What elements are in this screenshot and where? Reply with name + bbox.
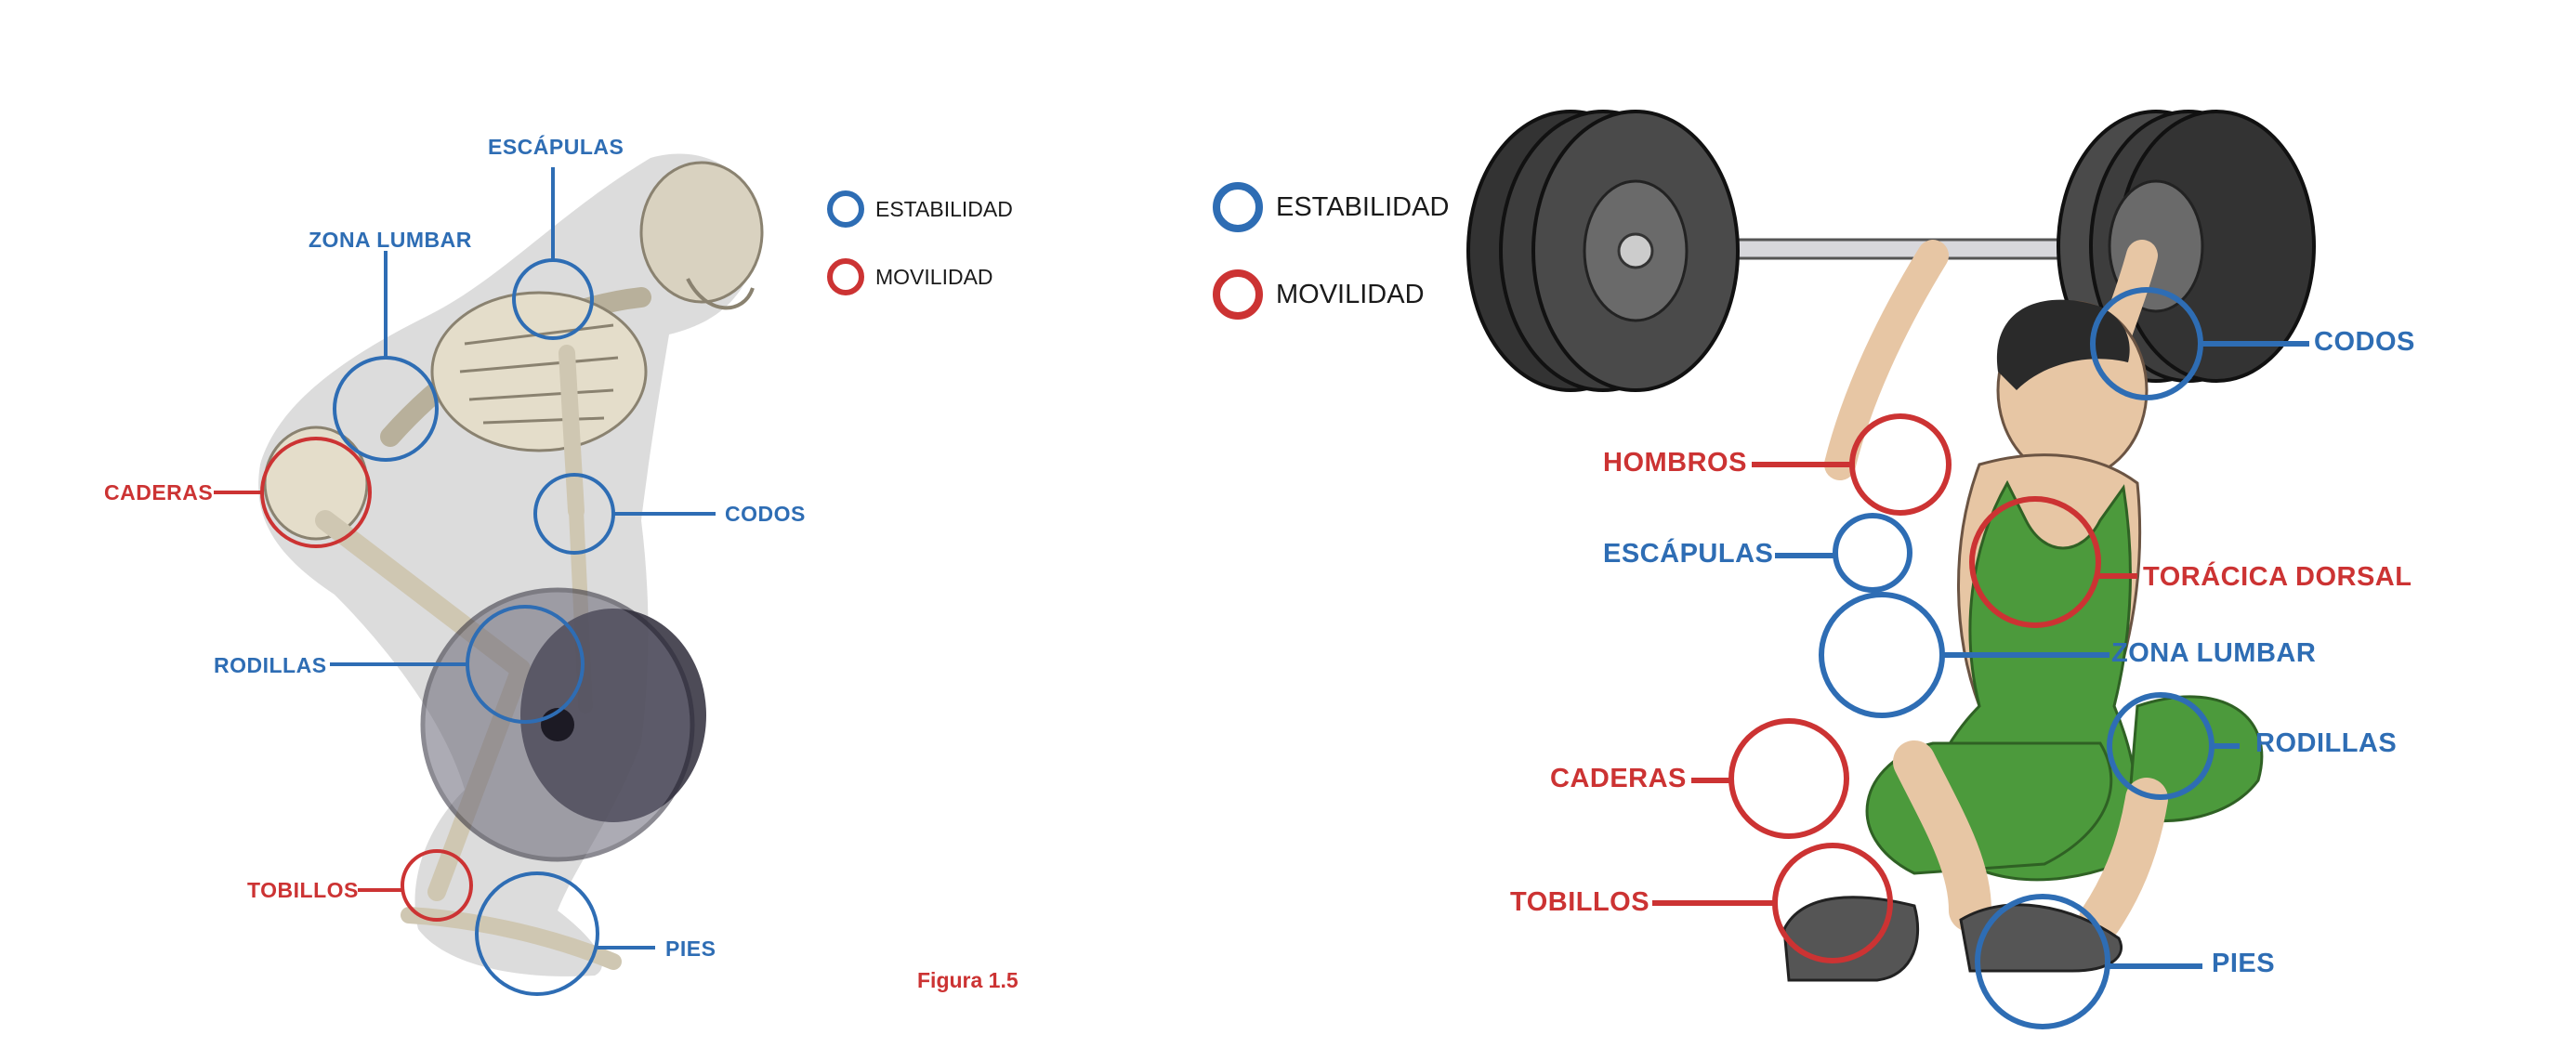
label-rodillas: RODILLAS [2255,728,2398,758]
label-caderas: CADERAS [104,480,214,504]
barbell-icon [420,587,706,862]
right-panel-snatch-athlete: CODOS HOMBROS ESCÁPULAS TORÁCICA DORSAL … [1208,0,2576,1061]
label-escapulas: ESCÁPULAS [1603,539,1774,569]
legend-mobility-label: MOVILIDAD [1276,279,1425,309]
label-zona-lumbar: ZONA LUMBAR [2111,638,2317,668]
label-rodillas: RODILLAS [214,653,327,677]
figure-caption: Figura 1.5 [917,968,1019,992]
legend-stability: ESTABILIDAD [1213,182,1449,232]
legend-mobility: MOVILIDAD [1213,269,1425,320]
label-tobillos: TOBILLOS [1510,887,1650,917]
label-escapulas: ESCÁPULAS [488,135,624,159]
legend-ring-icon [1213,182,1263,232]
label-pies: PIES [665,937,716,961]
legend-mobility: MOVILIDAD [827,258,993,295]
label-pies: PIES [2212,949,2276,978]
legend-ring-icon [1213,269,1263,320]
label-caderas: CADERAS [1550,764,1687,793]
label-codos: CODOS [2314,327,2415,357]
legend-stability-label: ESTABILIDAD [875,196,1013,221]
label-codos: CODOS [725,502,806,526]
legend-stability-label: ESTABILIDAD [1276,191,1450,222]
label-tobillos: TOBILLOS [247,878,359,902]
legend-ring-icon [827,190,864,228]
label-toracica-dorsal: TORÁCICA DORSAL [2143,562,2412,592]
weightlifter-illustration [1466,110,2316,1029]
label-hombros: HOMBROS [1603,448,1747,478]
legend-ring-icon [827,258,864,295]
left-panel-deadlift-skeleton: ESCÁPULAS ZONA LUMBAR CADERAS CODOS RODI… [0,0,1208,1061]
legend-stability: ESTABILIDAD [827,190,1013,228]
label-zona-lumbar: ZONA LUMBAR [309,228,472,252]
legend-mobility-label: MOVILIDAD [875,264,993,289]
skeleton-illustration [214,153,764,996]
